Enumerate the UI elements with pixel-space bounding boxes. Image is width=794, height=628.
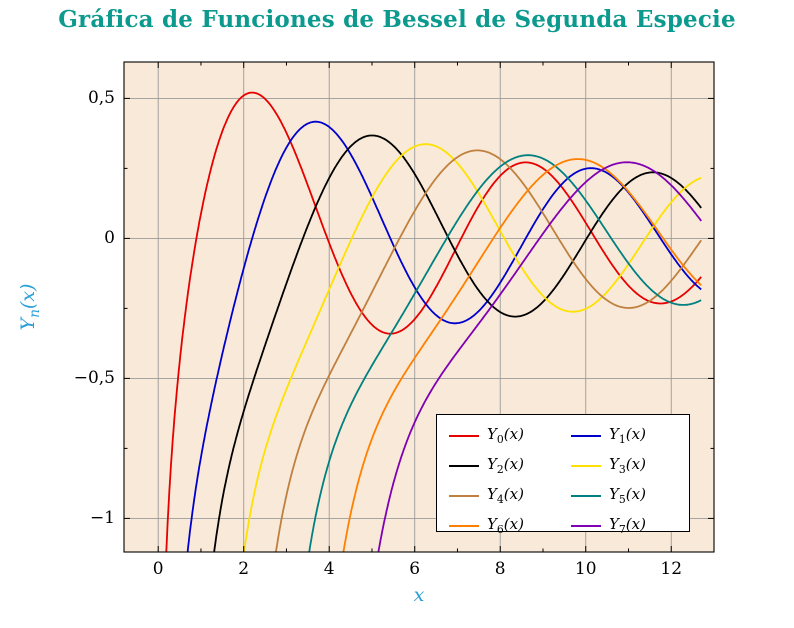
legend-entry: Y5(x): [571, 485, 677, 506]
legend-line-sample: [449, 494, 479, 497]
x-tick-label: 6: [409, 559, 421, 579]
legend-line-sample: [571, 434, 601, 437]
y-tick-label: 0,5: [87, 88, 115, 109]
chart-title: Gráfica de Funciones de Bessel de Segund…: [58, 6, 736, 33]
legend-label: Y6(x): [487, 515, 524, 536]
x-tick-label: 4: [323, 559, 335, 579]
legend-entry: Y6(x): [449, 515, 555, 536]
y-tick-label: −1: [89, 508, 115, 529]
y-axis-label-sub: n: [26, 309, 43, 318]
x-tick-label: 12: [660, 559, 683, 579]
y-tick-label: 0: [104, 228, 115, 249]
legend-line-sample: [449, 524, 479, 527]
legend-line-sample: [571, 464, 601, 467]
legend-entry: Y1(x): [571, 425, 677, 446]
x-tick-label: 0: [152, 559, 164, 579]
legend-label: Y1(x): [609, 425, 646, 446]
x-tick-label: 10: [574, 559, 597, 579]
y-tick-label: −0,5: [73, 368, 115, 389]
legend-entry: Y7(x): [571, 515, 677, 536]
x-axis-label: x: [413, 584, 425, 606]
legend-label: Y2(x): [487, 455, 524, 476]
y-axis-label-args: (x): [17, 283, 40, 310]
legend-line-sample: [571, 524, 601, 527]
legend-label: Y4(x): [487, 485, 524, 506]
legend-entry: Y3(x): [571, 455, 677, 476]
y-axis-label-base: Y: [17, 317, 40, 331]
legend-entry: Y2(x): [449, 455, 555, 476]
legend: Y0(x) Y1(x) Y2(x) Y3(x) Y4(x) Y5(x) Y6(x…: [436, 414, 690, 536]
legend-label: Y3(x): [609, 455, 646, 476]
legend-entry: Y4(x): [449, 485, 555, 506]
legend-label: Y7(x): [609, 515, 646, 536]
legend-line-sample: [449, 464, 479, 467]
y-axis-label: Yn(x): [17, 284, 43, 331]
legend-entry: Y0(x): [449, 425, 555, 446]
x-tick-label: 2: [238, 559, 250, 579]
legend-line-sample: [449, 434, 479, 437]
legend-label: Y5(x): [609, 485, 646, 506]
x-tick-label: 8: [494, 559, 506, 579]
legend-line-sample: [571, 494, 601, 497]
legend-label: Y0(x): [487, 425, 524, 446]
